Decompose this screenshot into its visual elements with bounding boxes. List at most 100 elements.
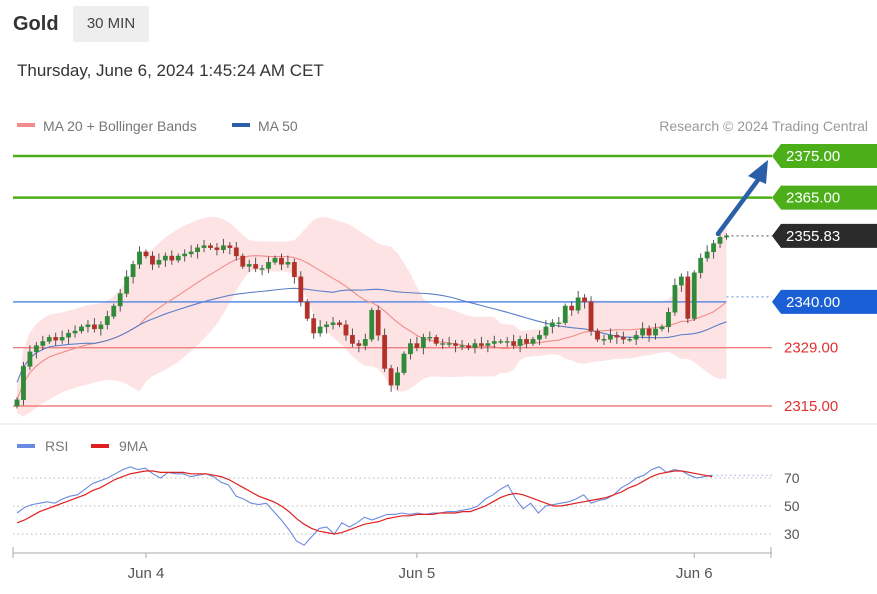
x-axis-label-jun-6: Jun 6 <box>676 565 713 582</box>
candle-body-102 <box>672 284 678 313</box>
projection-arrow-layer <box>715 160 768 237</box>
candle-body-94 <box>620 337 626 340</box>
candle-97 <box>640 322 646 339</box>
candle-body-61 <box>408 343 413 355</box>
candle-body-28 <box>195 247 200 253</box>
candle-66 <box>440 338 446 350</box>
candle-60 <box>401 351 407 376</box>
candle-body-51 <box>343 324 349 336</box>
candle-64 <box>427 331 433 342</box>
candle-14 <box>104 310 110 330</box>
candle-body-31 <box>214 247 220 250</box>
candle-37 <box>253 257 259 273</box>
candle-body-43 <box>291 262 297 278</box>
candle-body-59 <box>395 372 400 386</box>
candle-110 <box>724 233 729 240</box>
candle-30 <box>208 243 213 251</box>
candle-body-91 <box>601 339 607 341</box>
candle-26 <box>182 249 188 262</box>
candle-body-97 <box>640 328 646 336</box>
candle-52 <box>350 328 355 348</box>
instrument-title: Gold <box>13 13 59 35</box>
candle-body-12 <box>91 324 97 330</box>
candle-63 <box>420 333 426 355</box>
candle-body-34 <box>233 247 239 257</box>
ma9-swatch <box>91 444 109 448</box>
candle-76 <box>504 336 510 348</box>
candle-12 <box>91 318 97 333</box>
candle-body-101 <box>666 312 671 328</box>
candle-38 <box>259 264 265 276</box>
candle-61 <box>408 338 413 360</box>
candle-2 <box>27 345 33 370</box>
candle-body-58 <box>388 368 394 386</box>
candle-body-1 <box>21 366 26 400</box>
rsi-panel: RSI 9MA 70 50 30 <box>0 423 877 546</box>
candle-body-110 <box>724 235 729 238</box>
candle-body-71 <box>472 343 478 348</box>
candle-body-79 <box>524 339 529 344</box>
candle-11 <box>85 320 91 333</box>
candle-body-89 <box>588 301 594 332</box>
candle-body-76 <box>504 341 510 343</box>
candle-108 <box>711 239 717 259</box>
candle-body-5 <box>46 337 52 342</box>
candle-body-40 <box>272 257 278 263</box>
candle-71 <box>472 338 478 354</box>
candle-body-19 <box>137 251 142 265</box>
projection-arrow-head <box>748 160 768 184</box>
candle-69 <box>459 339 465 351</box>
candle-body-98 <box>646 328 652 336</box>
candle-19 <box>137 246 142 269</box>
candle-104 <box>685 271 691 324</box>
candle-13 <box>98 321 104 336</box>
candle-77 <box>511 334 517 350</box>
candle-body-65 <box>433 337 439 344</box>
candle-body-41 <box>279 257 284 265</box>
candle-body-63 <box>420 337 426 348</box>
candle-5 <box>46 334 52 344</box>
price-label-2315-00: 2315.00 <box>784 398 838 415</box>
candle-body-48 <box>324 324 329 328</box>
candle-24 <box>169 250 175 265</box>
candle-body-81 <box>537 334 542 340</box>
candle-body-37 <box>253 264 259 269</box>
candle-body-15 <box>111 305 117 317</box>
rsi-line <box>16 466 713 546</box>
candle-17 <box>124 270 130 298</box>
candle-body-62 <box>414 343 420 348</box>
candle-93 <box>614 331 620 344</box>
candle-body-88 <box>582 297 588 303</box>
candle-body-6 <box>53 337 59 341</box>
candle-54 <box>362 333 368 351</box>
candle-body-10 <box>79 326 84 332</box>
candle-103 <box>678 273 684 292</box>
candle-body-26 <box>182 253 188 257</box>
candle-94 <box>620 331 626 344</box>
candle-92 <box>608 328 613 343</box>
candle-body-21 <box>150 255 155 265</box>
x-axis: Jun 4 Jun 5 Jun 6 <box>12 547 772 582</box>
candle-body-13 <box>98 324 104 330</box>
candles-layer <box>14 231 729 409</box>
candle-32 <box>220 238 226 254</box>
candle-body-36 <box>246 264 252 267</box>
candle-body-56 <box>375 309 381 336</box>
candle-42 <box>285 255 291 268</box>
candle-body-60 <box>401 353 407 373</box>
candle-53 <box>356 339 362 353</box>
candle-body-86 <box>569 305 575 311</box>
candle-73 <box>485 339 491 353</box>
candle-75 <box>498 338 504 344</box>
candle-body-18 <box>130 264 136 278</box>
candle-body-9 <box>72 330 78 334</box>
legend-ma50-label: MA 50 <box>258 118 298 134</box>
candle-86 <box>569 301 575 316</box>
candle-56 <box>375 305 381 341</box>
timeframe-button[interactable]: 30 MIN <box>73 6 149 42</box>
rsi-level-label-50: 50 <box>784 498 800 514</box>
candle-body-68 <box>453 343 458 346</box>
candle-9 <box>72 325 78 338</box>
legend-bollinger-label: MA 20 + Bollinger Bands <box>43 118 197 134</box>
